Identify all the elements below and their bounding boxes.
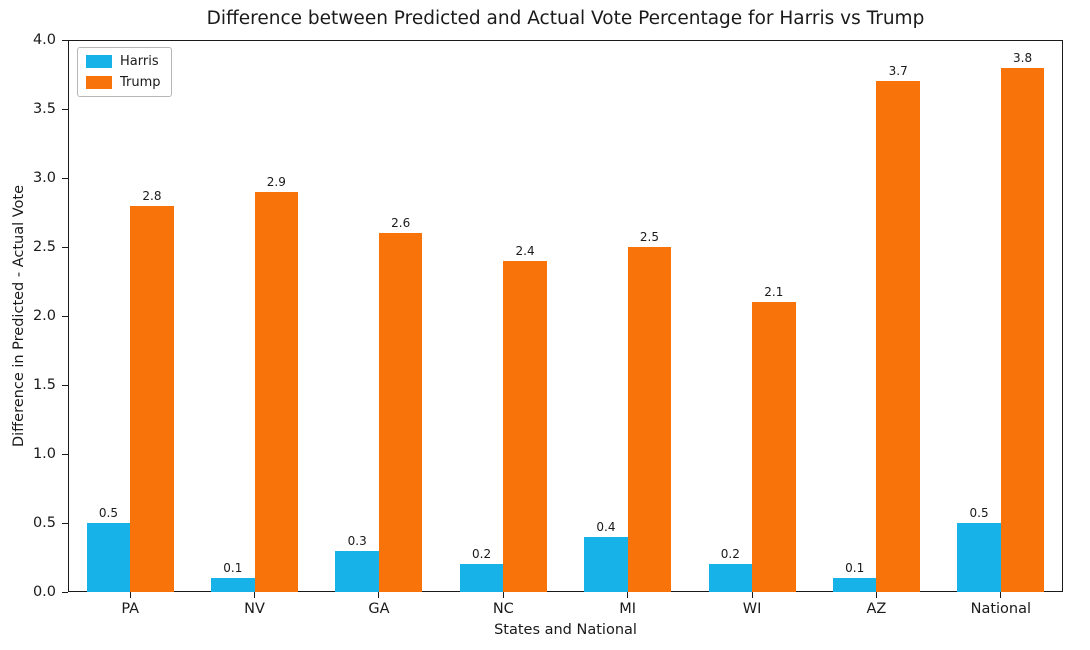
bar-trump-national bbox=[1000, 67, 1045, 592]
value-label-harris-nc: 0.2 bbox=[472, 547, 492, 562]
y-tick-mark bbox=[62, 453, 68, 455]
bar-trump-mi bbox=[627, 247, 672, 592]
legend-label-harris: Harris bbox=[120, 54, 159, 69]
x-tick-label: NV bbox=[244, 601, 265, 617]
y-tick-label: 1.5 bbox=[32, 377, 56, 393]
x-tick-mark bbox=[378, 592, 380, 598]
value-label-trump-nc: 2.4 bbox=[515, 243, 535, 258]
y-axis-label: Difference in Predicted - Actual Vote bbox=[11, 184, 27, 448]
value-label-trump-pa: 2.8 bbox=[142, 188, 162, 203]
x-tick-mark bbox=[129, 592, 131, 598]
y-tick-label: 3.5 bbox=[32, 101, 56, 117]
y-tick-label: 0.0 bbox=[32, 584, 56, 600]
bar-harris-nc bbox=[459, 564, 504, 592]
legend-row-harris: Harris bbox=[86, 54, 161, 69]
chart-title: Difference between Predicted and Actual … bbox=[206, 8, 925, 29]
value-label-trump-mi: 2.5 bbox=[639, 230, 659, 244]
x-tick-label: GA bbox=[368, 601, 390, 617]
y-tick-mark bbox=[62, 591, 68, 593]
bar-harris-az bbox=[832, 578, 877, 592]
value-label-harris-nv: 0.1 bbox=[223, 561, 243, 576]
y-tick-mark bbox=[62, 39, 68, 41]
x-tick-mark bbox=[875, 592, 877, 598]
bar-trump-ga bbox=[378, 233, 423, 592]
x-tick-label: AZ bbox=[866, 601, 887, 617]
bar-harris-national bbox=[957, 523, 1001, 592]
value-label-harris-pa: 0.5 bbox=[98, 506, 118, 520]
x-tick-mark bbox=[254, 592, 256, 598]
value-label-trump-ga: 2.6 bbox=[391, 216, 411, 231]
y-tick-label: 2.0 bbox=[32, 308, 56, 324]
y-tick-mark bbox=[62, 246, 68, 248]
legend-label-trump: Trump bbox=[120, 75, 161, 90]
legend-row-trump: Trump bbox=[86, 75, 161, 90]
legend-swatch-trump bbox=[86, 76, 112, 89]
y-tick-mark bbox=[62, 177, 68, 179]
bar-harris-wi bbox=[708, 564, 753, 592]
bar-harris-pa bbox=[86, 523, 131, 592]
bar-trump-nv bbox=[254, 191, 299, 592]
x-tick-mark bbox=[502, 592, 504, 598]
x-tick-label: NC bbox=[492, 601, 514, 617]
legend-swatch-harris bbox=[86, 55, 112, 68]
value-label-harris-national: 0.5 bbox=[969, 506, 989, 520]
bar-harris-nv bbox=[211, 578, 255, 592]
x-tick-mark bbox=[627, 592, 629, 598]
value-label-trump-wi: 2.1 bbox=[764, 285, 784, 300]
bar-harris-ga bbox=[335, 550, 379, 592]
y-tick-mark bbox=[62, 384, 68, 386]
x-tick-label: National bbox=[970, 601, 1032, 617]
value-label-trump-az: 3.7 bbox=[888, 64, 908, 79]
x-tick-label: WI bbox=[742, 601, 762, 617]
value-label-trump-nv: 2.9 bbox=[266, 174, 286, 189]
y-tick-label: 1.0 bbox=[32, 446, 56, 462]
value-label-trump-national: 3.8 bbox=[1013, 50, 1033, 65]
bar-trump-wi bbox=[752, 302, 796, 592]
value-label-harris-az: 0.1 bbox=[845, 561, 865, 576]
y-tick-label: 3.0 bbox=[32, 170, 56, 186]
x-tick-label: PA bbox=[121, 601, 140, 617]
legend: Harris Trump bbox=[77, 47, 172, 97]
y-tick-label: 2.5 bbox=[32, 239, 56, 255]
x-tick-mark bbox=[751, 592, 753, 598]
y-tick-mark bbox=[62, 315, 68, 317]
x-axis-label: States and National bbox=[494, 622, 637, 638]
plot-wrap: 0.0 0.5 1.0 1.5 2.0 2.5 3.0 3.5 4.0 PA 0.5 2.8 NV 0.1… bbox=[33, 32, 1063, 617]
bar-trump-az bbox=[876, 81, 920, 592]
value-label-harris-wi: 0.2 bbox=[720, 547, 740, 562]
bar-trump-nc bbox=[503, 260, 547, 592]
bar-harris-mi bbox=[584, 536, 628, 592]
y-tick-mark bbox=[62, 108, 68, 110]
y-tick-label: 0.5 bbox=[32, 515, 56, 531]
x-tick-mark bbox=[1000, 592, 1002, 598]
bar-trump-pa bbox=[130, 205, 174, 592]
x-tick-label: MI bbox=[619, 601, 637, 617]
value-label-harris-mi: 0.4 bbox=[596, 519, 616, 534]
value-label-harris-ga: 0.3 bbox=[347, 533, 367, 548]
y-tick-mark bbox=[62, 522, 68, 524]
y-tick-label: 4.0 bbox=[32, 32, 56, 48]
